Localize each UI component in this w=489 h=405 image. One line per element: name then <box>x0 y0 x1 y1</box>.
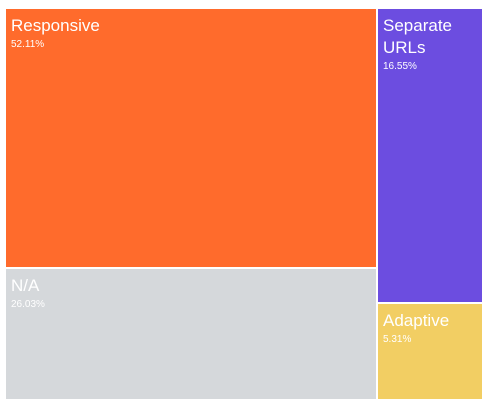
tile-label: Separate URLs <box>383 16 452 57</box>
tile-label: N/A <box>11 276 40 295</box>
treemap-tile-na: N/A 26.03% <box>6 269 376 399</box>
treemap-chart: Responsive 52.11% N/A 26.03% Separate URLs 16… <box>6 9 482 399</box>
tile-value-label: 26.03% <box>11 299 45 310</box>
treemap-tile-adaptive: Adaptive 5.31% <box>378 304 482 399</box>
treemap-tile-separate-urls: Separate URLs 16.55% <box>378 9 482 302</box>
tile-label: Adaptive <box>383 311 450 330</box>
treemap-tile-responsive: Responsive 52.11% <box>6 9 376 267</box>
tile-value-label: 16.55% <box>383 61 417 72</box>
tile-value-label: 52.11% <box>11 39 45 50</box>
tile-label: Responsive <box>11 16 100 35</box>
tile-value-label: 5.31% <box>383 334 412 345</box>
